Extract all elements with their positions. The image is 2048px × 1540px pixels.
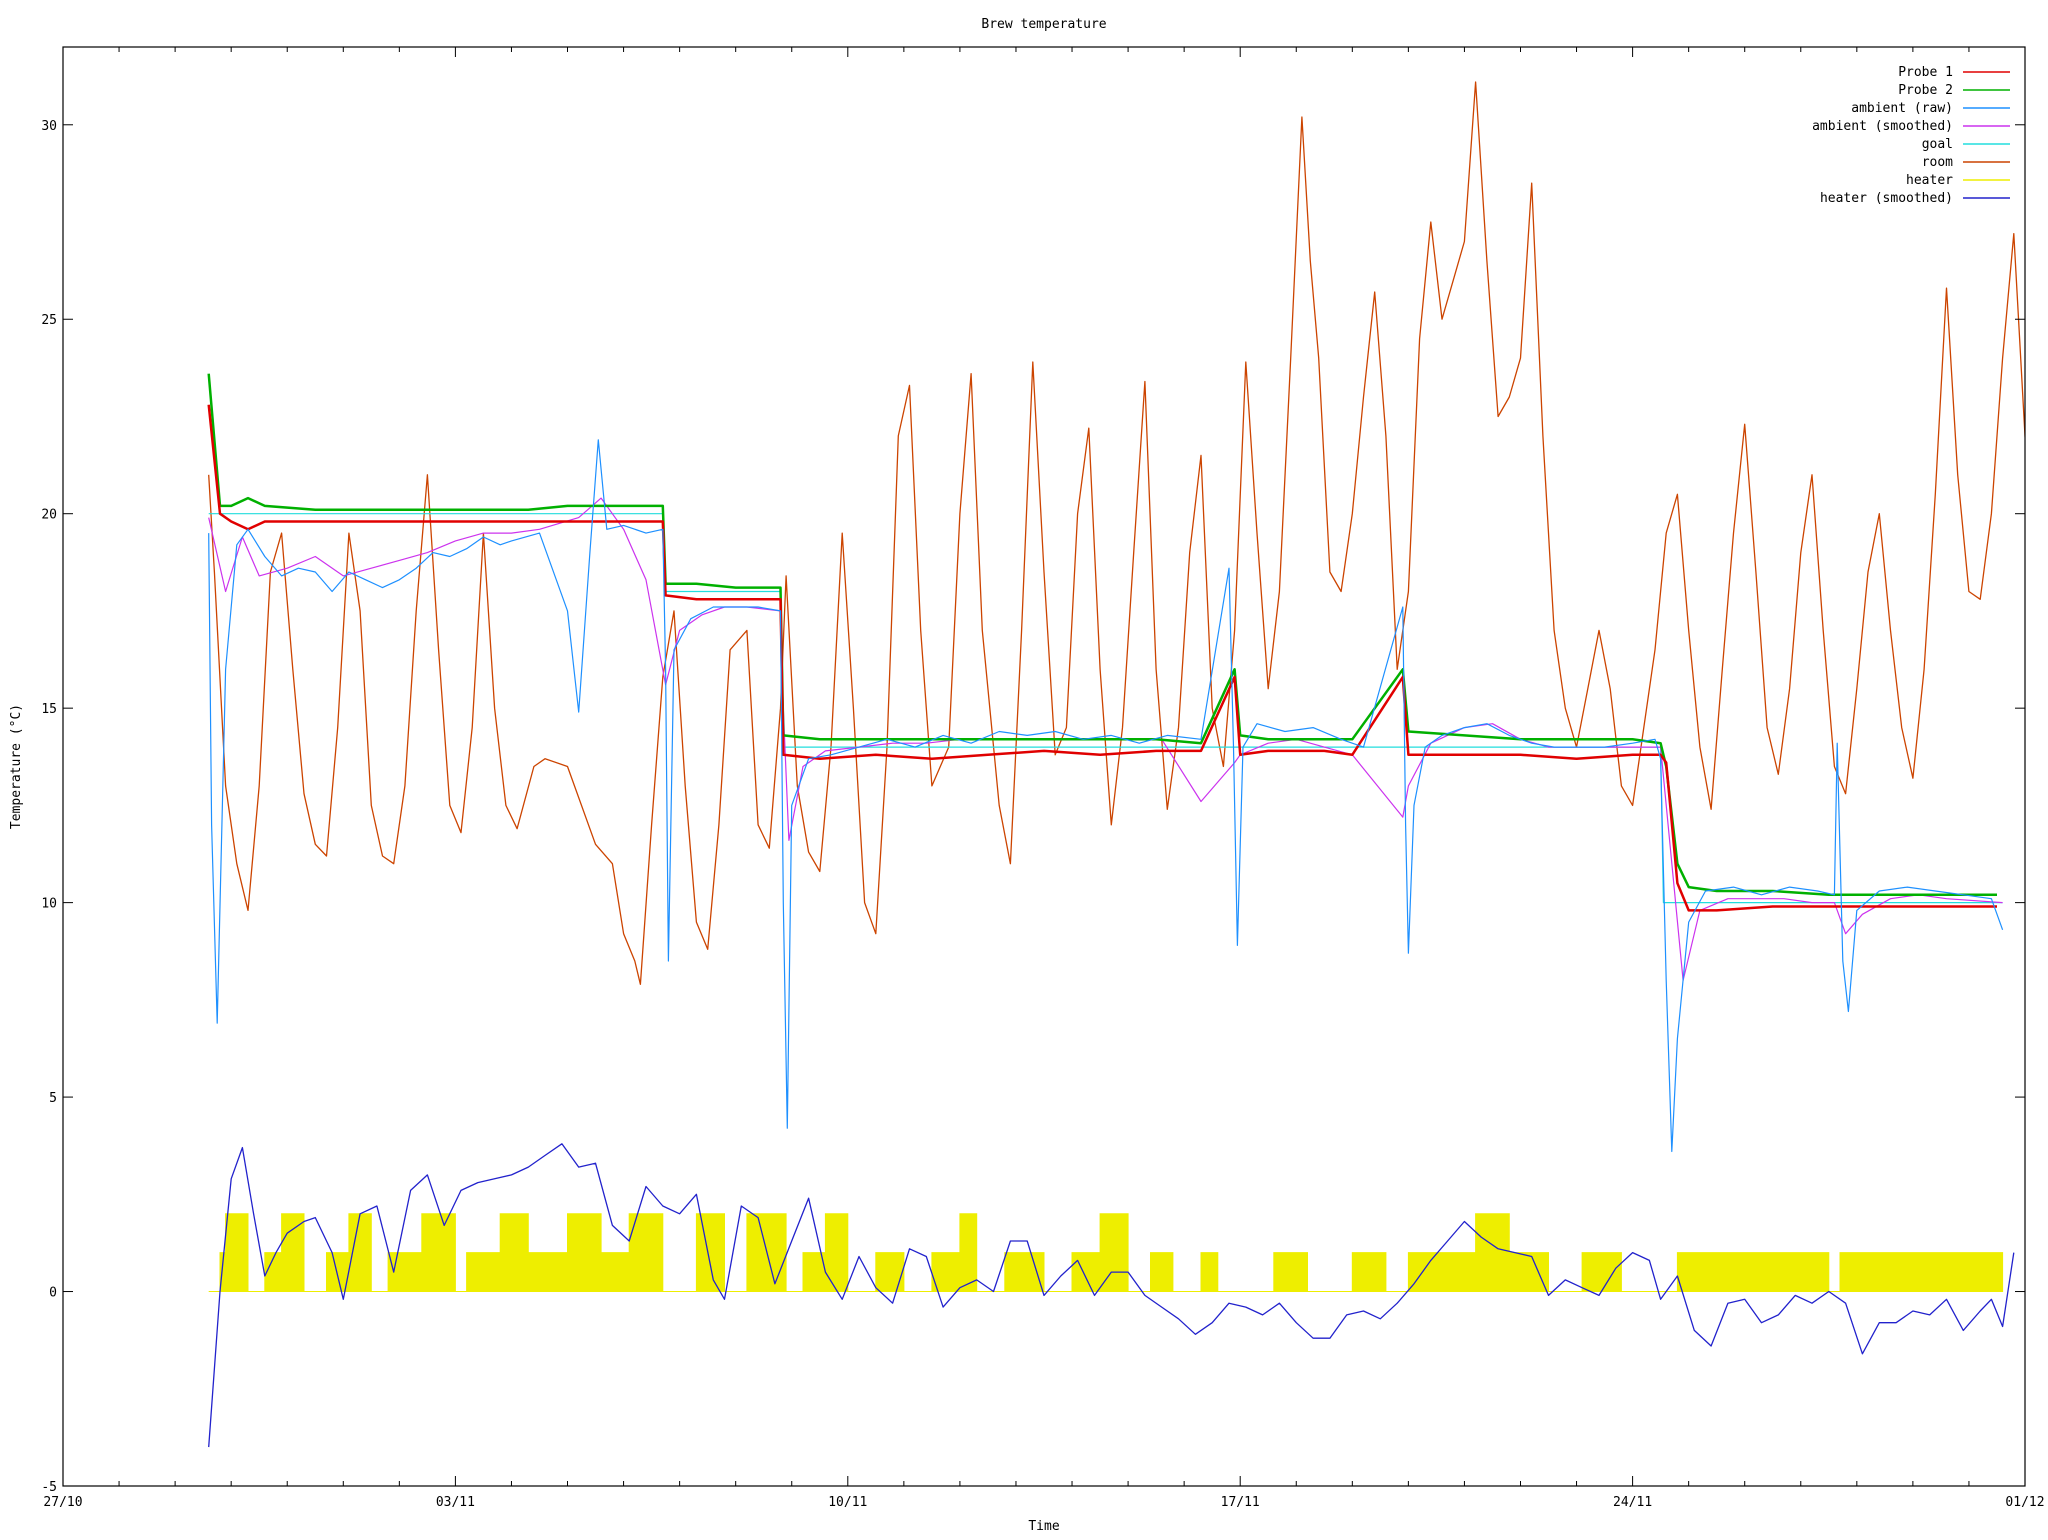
- y-tick-label: 0: [49, 1286, 57, 1301]
- series-layer: [207, 81, 2025, 1448]
- x-tick-label: 17/11: [1221, 1495, 1260, 1510]
- legend-label: ambient (raw): [1851, 101, 1953, 116]
- x-tick-label: 01/12: [2005, 1495, 2044, 1510]
- axes-layer: -5 0 5 10 15 20 25 30 27/10 03/11 10/11 17/11 24/11 0…: [41, 47, 2045, 1510]
- legend: Probe 1 Probe 2 ambient (raw) ambient (smoo…: [1812, 65, 2010, 206]
- x-tick-label: 27/10: [43, 1495, 82, 1510]
- x-tick-label: 10/11: [828, 1495, 867, 1510]
- chart-title: Brew temperature: [981, 17, 1106, 32]
- legend-label: room: [1922, 155, 1953, 170]
- legend-label: heater: [1906, 173, 1953, 188]
- x-tick-label: 24/11: [1613, 1495, 1652, 1510]
- legend-label: ambient (smoothed): [1812, 119, 1953, 134]
- series-ambient-raw: [208, 439, 2004, 1153]
- legend-label: heater (smoothed): [1820, 191, 1953, 206]
- y-tick-label: 10: [41, 897, 57, 912]
- legend-label: Probe 2: [1898, 83, 1953, 98]
- x-tick-label: 03/11: [436, 1495, 475, 1510]
- y-tick-label: 30: [41, 119, 57, 134]
- series-group: [207, 81, 2025, 1448]
- y-tick-label: 15: [41, 702, 57, 717]
- y-axis-label: Temperature (°C): [9, 704, 24, 829]
- plot-frame: [62, 46, 2026, 1487]
- series-heater-smoothed: [208, 1143, 2015, 1448]
- series-probe-2: [207, 373, 1997, 897]
- legend-label: Probe 1: [1898, 65, 1953, 80]
- series-room: [208, 81, 2025, 985]
- y-tick-label: 25: [41, 313, 57, 328]
- series-probe-1: [207, 404, 1997, 912]
- y-tick-label: -5: [41, 1480, 57, 1495]
- y-tick-label: 20: [41, 508, 57, 523]
- x-axis-label: Time: [1028, 1519, 1059, 1534]
- legend-label: goal: [1922, 137, 1953, 152]
- series-heater-fill: [208, 1213, 2004, 1292]
- y-tick-label: 5: [49, 1091, 57, 1106]
